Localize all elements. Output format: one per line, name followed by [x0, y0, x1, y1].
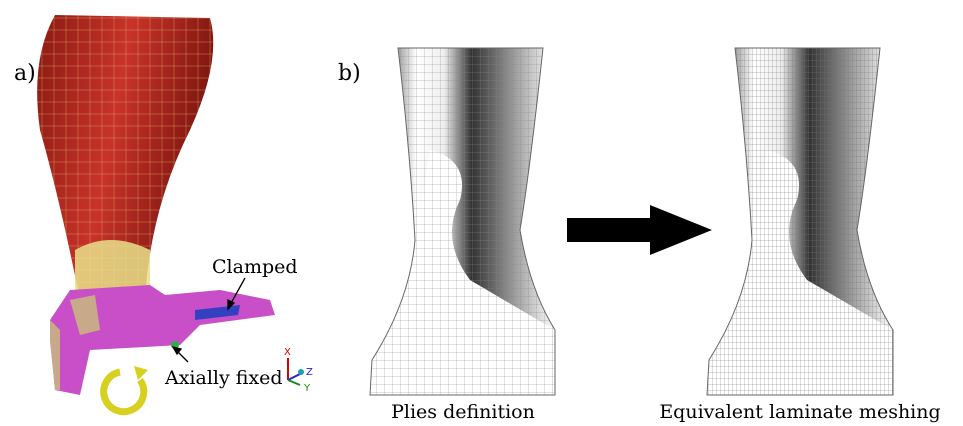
panel-label: a) [14, 61, 36, 86]
arrow [567, 205, 712, 255]
plies-mesh [369, 47, 556, 396]
annotation: Clamped [212, 256, 298, 278]
axis-triad: X Z Y [284, 347, 313, 394]
panel-label: b) [338, 61, 361, 86]
blade-model [37, 15, 275, 416]
caption: Plies definition [391, 401, 535, 423]
axis-label: X [284, 347, 291, 358]
annotation: Axially fixed [164, 367, 283, 389]
axis-label: Y [303, 383, 311, 394]
caption: Equivalent laminate meshing [659, 401, 940, 423]
annotation-arrows [171, 277, 246, 363]
laminate-mesh [706, 47, 894, 396]
axis-label: Z [306, 367, 313, 378]
